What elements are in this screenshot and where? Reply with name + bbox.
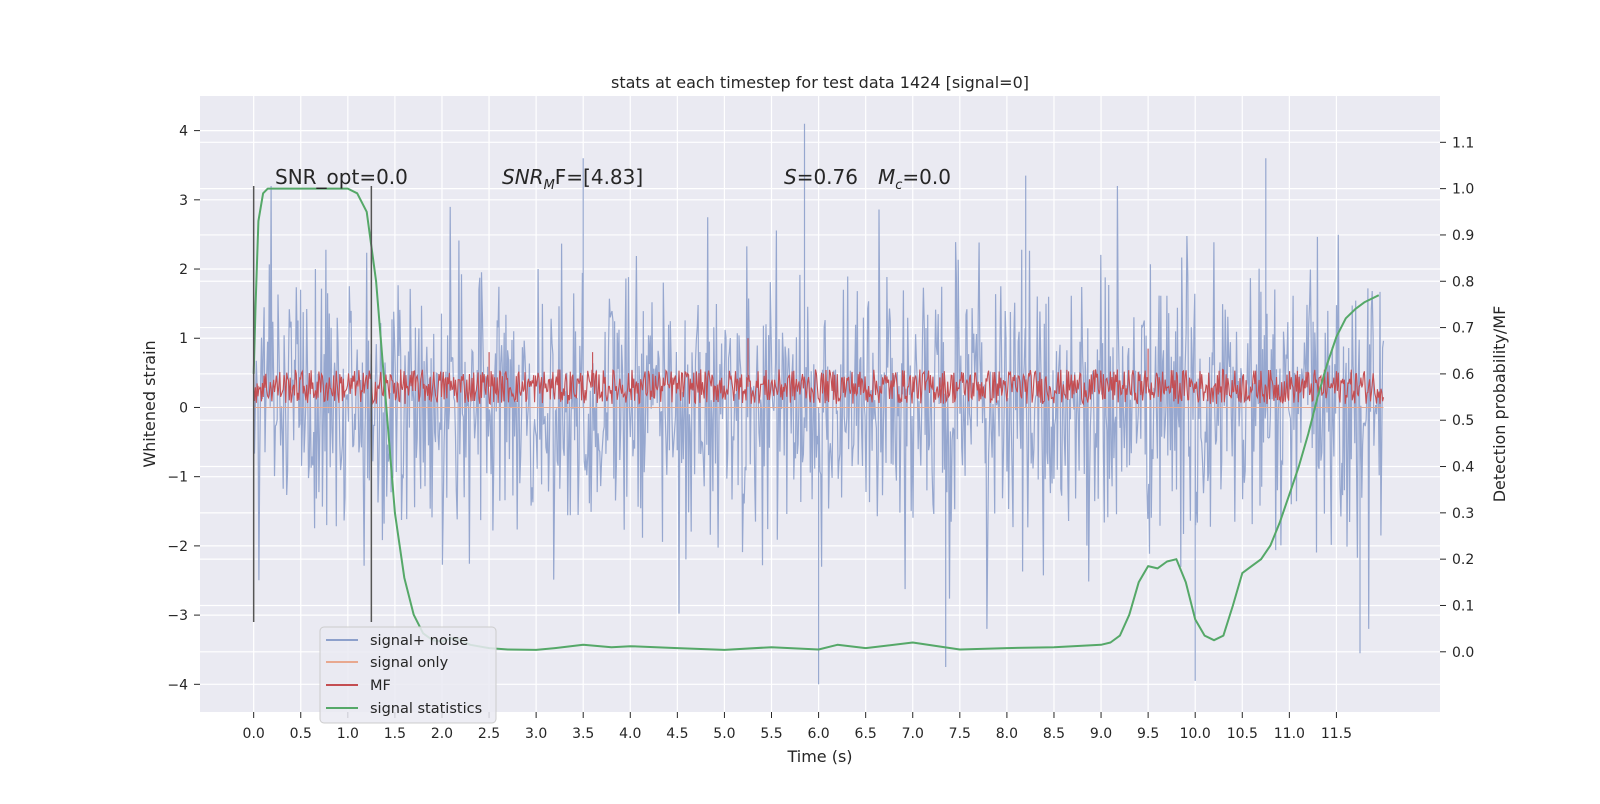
x-tick-label: 9.0 (1090, 726, 1112, 742)
y-axis-ticks: 4 3 2 1 0 −1 −2 −3 −4 (167, 124, 200, 693)
y2-tick-label: 0.2 (1452, 552, 1474, 568)
x-axis-label: Time (s) (786, 747, 852, 766)
y2-tick-label: 0.0 (1452, 645, 1474, 661)
x-tick-label: 8.0 (996, 726, 1018, 742)
mf-series (253, 338, 1385, 406)
legend-label-signal-noise: signal+ noise (370, 633, 468, 649)
y2-axis-ticks: 1.1 1.0 0.9 0.8 0.7 0.6 0.5 0.4 0.3 0.2 0.1 0.0 (1440, 135, 1474, 661)
y2-axis-label: Detection probability/MF (1490, 306, 1509, 503)
y2-tick-label: 1.1 (1452, 135, 1474, 151)
x-tick-label: 11.0 (1274, 726, 1305, 742)
x-tick-label: 2.5 (478, 726, 500, 742)
legend-box (319, 626, 497, 724)
y-tick-label: −2 (167, 539, 188, 555)
annotation-snr-opt: SNR_opt=0.0 (275, 165, 408, 189)
y-axis-label: Whitened strain (140, 340, 159, 467)
annotation-s: S=0.76 (784, 165, 858, 189)
x-axis-ticks: 0.0 0.5 1.0 1.5 2.0 2.5 3.0 3.5 4.0 4.5 5.0 5.5 6.0 6… (243, 712, 1352, 742)
y-tick-label: −4 (167, 677, 188, 693)
legend: signal+ noise signal only MF signal stat… (319, 626, 497, 724)
legend-label-signal-only: signal only (370, 655, 449, 671)
x-tick-label: 1.0 (337, 726, 359, 742)
x-tick-label: 9.5 (1137, 726, 1159, 742)
y-tick-label: 4 (179, 124, 188, 140)
y-tick-label: 2 (179, 262, 188, 278)
y2-tick-label: 0.6 (1452, 367, 1474, 383)
y2-tick-label: 1.0 (1452, 182, 1474, 198)
y-tick-label: −1 (167, 470, 188, 486)
signal-noise-series (253, 123, 1385, 685)
signal-statistics-series (252, 187, 1380, 651)
x-tick-label: 5.0 (713, 726, 735, 742)
annotation-snr-mf: SNRMF=[4.83] (502, 165, 643, 193)
y2-tick-label: 0.7 (1452, 321, 1474, 337)
mf-line (253, 338, 1385, 406)
marker-lines (252, 185, 373, 623)
y-tick-label: 0 (179, 400, 188, 416)
plot-background (200, 96, 1440, 712)
y2-tick-label: 0.3 (1452, 506, 1474, 522)
x-tick-label: 2.0 (431, 726, 453, 742)
x-tick-label: 10.0 (1180, 726, 1211, 742)
signal-statistics-line (252, 187, 1380, 651)
y2-tick-label: 0.5 (1452, 413, 1474, 429)
legend-label-mf: MF (370, 678, 391, 694)
chart-title: stats at each timestep for test data 142… (611, 73, 1029, 92)
x-tick-label: 10.5 (1227, 726, 1258, 742)
x-tick-label: 7.0 (902, 726, 924, 742)
x-tick-label: 3.0 (525, 726, 547, 742)
legend-label-signal-statistics: signal statistics (370, 701, 482, 717)
x-tick-label: 5.5 (760, 726, 782, 742)
signal-noise-line (253, 123, 1385, 685)
y2-tick-label: 0.8 (1452, 274, 1474, 290)
x-tick-label: 7.5 (949, 726, 971, 742)
x-tick-label: 0.5 (290, 726, 312, 742)
y-tick-label: 3 (179, 193, 188, 209)
x-tick-label: 4.5 (666, 726, 688, 742)
x-tick-label: 6.5 (855, 726, 877, 742)
y2-tick-label: 0.1 (1452, 598, 1474, 614)
y-tick-label: 1 (179, 331, 188, 347)
x-tick-label: 6.0 (807, 726, 829, 742)
annotation-mc: Mc=0.0 (878, 165, 951, 193)
y-tick-label: −3 (167, 608, 188, 624)
x-tick-label: 3.5 (572, 726, 594, 742)
y2-tick-label: 0.9 (1452, 228, 1474, 244)
x-tick-label: 0.0 (243, 726, 265, 742)
x-tick-label: 4.0 (619, 726, 641, 742)
x-tick-label: 8.5 (1043, 726, 1065, 742)
x-tick-label: 11.5 (1321, 726, 1352, 742)
x-tick-label: 1.5 (384, 726, 406, 742)
y2-tick-label: 0.4 (1452, 460, 1474, 476)
